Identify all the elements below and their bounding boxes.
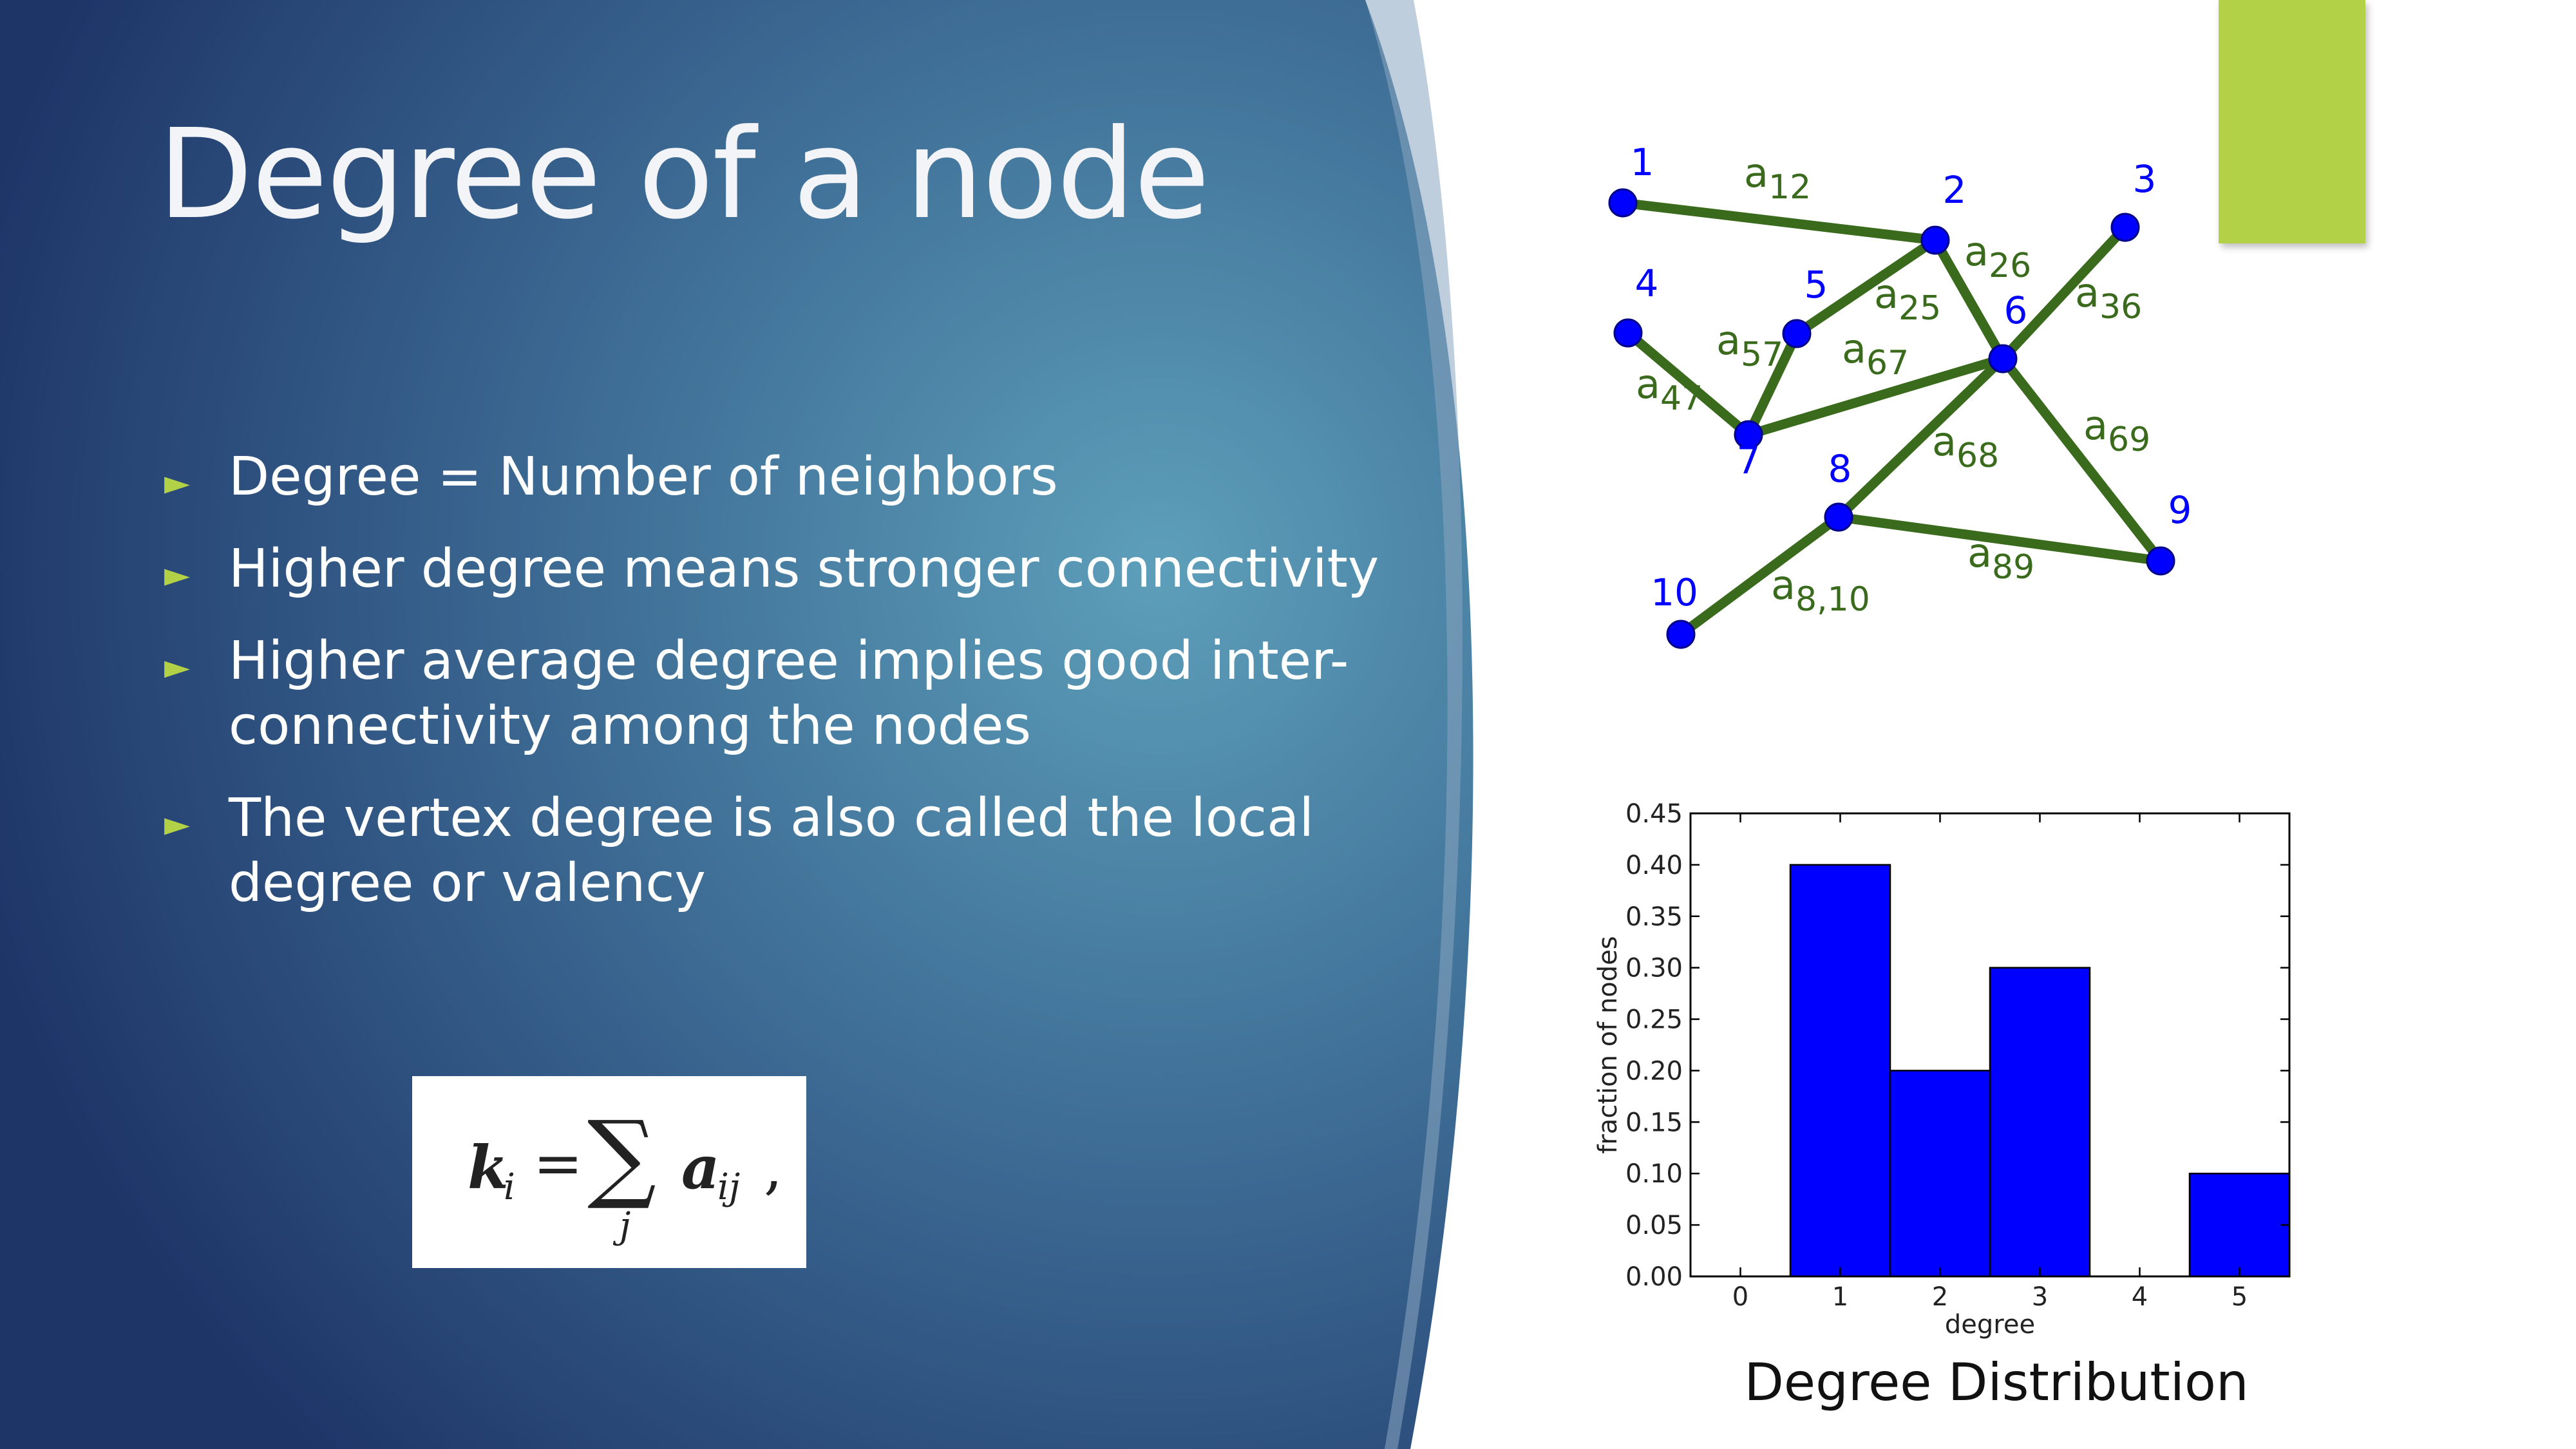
node-label: 1	[1631, 140, 1654, 184]
y-tick-label: 0.35	[1625, 902, 1683, 932]
x-tick-label: 2	[1932, 1282, 1948, 1312]
graph-edge	[1833, 512, 2166, 566]
histogram-bar	[1989, 967, 2091, 1278]
node-label: 8	[1828, 447, 1852, 491]
graph-node	[2110, 213, 2140, 242]
graph-node	[1734, 420, 1763, 450]
node-label: 9	[2168, 488, 2192, 532]
x-tick-label: 0	[1732, 1282, 1748, 1312]
graph-node	[1920, 225, 1950, 255]
right-triangle-icon: ►	[164, 464, 190, 502]
formula-lhs-subscript: i	[504, 1166, 515, 1208]
y-tick-label: 0.05	[1625, 1211, 1683, 1240]
graph-node	[2146, 546, 2175, 576]
histogram-bar	[1889, 1070, 1991, 1278]
slide-title: Degree of a node	[158, 103, 1210, 247]
graph-edge	[1998, 222, 2130, 364]
node-label: 3	[2133, 157, 2157, 201]
bullet-item: ► Higher average degree implies good int…	[164, 629, 1439, 759]
graph-edge	[1743, 328, 1802, 440]
formula-term-subscript: ij	[717, 1166, 741, 1208]
formula-comma: ,	[764, 1133, 783, 1202]
y-tick-label: 0.25	[1625, 1005, 1683, 1035]
background-panel	[0, 0, 1473, 1449]
formula-lhs: k	[468, 1133, 509, 1202]
degree-formula: k i = ∑ j a ij ,	[412, 1076, 806, 1268]
edge-label: a57	[1716, 317, 1783, 374]
graph-node	[1988, 344, 2018, 374]
graph-edge	[1998, 354, 2166, 566]
summation-symbol: ∑	[587, 1101, 657, 1213]
chart-caption: Degree Distribution	[1744, 1352, 2249, 1412]
x-tick-label: 1	[1832, 1282, 1848, 1312]
y-tick-label: 0.00	[1625, 1262, 1683, 1292]
bullet-text: Higher degree means stronger connectivit…	[229, 538, 1379, 600]
right-triangle-icon: ►	[164, 805, 190, 844]
y-tick-label: 0.20	[1625, 1056, 1683, 1086]
bullet-item: ► Higher degree means stronger connectiv…	[164, 536, 1439, 601]
node-label: 10	[1651, 571, 1698, 614]
graph-edge	[1792, 235, 1940, 339]
x-tick-label: 5	[2231, 1282, 2248, 1312]
graph-edge	[1623, 328, 1754, 440]
graph-edge	[1743, 354, 2008, 440]
formula-term: a	[681, 1133, 720, 1202]
node-label: 6	[2004, 289, 2028, 332]
node-label: 2	[1943, 168, 1967, 212]
right-triangle-icon: ►	[164, 648, 190, 687]
y-tick-label: 0.45	[1625, 799, 1683, 829]
histogram-bar	[1789, 864, 1891, 1278]
bullet-text: Higher average degree implies good inter…	[229, 630, 1349, 757]
right-triangle-icon: ►	[164, 556, 190, 594]
bullet-list: ► Degree = Number of neighbors ► Higher …	[164, 444, 1439, 943]
plot-frame	[1689, 812, 2291, 1278]
accent-bar	[2219, 0, 2365, 243]
graph-edge	[1618, 198, 1940, 245]
y-tick-label: 0.15	[1625, 1108, 1683, 1137]
bullet-text: The vertex degree is also called the loc…	[229, 788, 1314, 914]
graph-node	[1782, 319, 1812, 348]
y-axis-label: fraction of nodes	[1593, 936, 1623, 1153]
graph-node	[1824, 502, 1853, 532]
y-tick-label: 0.10	[1625, 1159, 1683, 1189]
bullet-text: Degree = Number of neighbors	[229, 446, 1058, 507]
graph-node	[1608, 188, 1638, 218]
y-tick-label: 0.30	[1625, 954, 1683, 983]
graph-edge	[1930, 235, 2008, 364]
y-tick-label: 0.40	[1625, 851, 1683, 880]
bullet-item: ► The vertex degree is also called the l…	[164, 786, 1439, 916]
node-label: 7	[1737, 439, 1761, 482]
graph-edge	[1833, 354, 2008, 522]
node-label: 5	[1804, 263, 1828, 307]
formula-equals: =	[533, 1129, 583, 1198]
background-edge-highlight	[1365, 0, 1463, 1449]
x-tick-label: 3	[2032, 1282, 2048, 1312]
node-label: 4	[1635, 261, 1659, 305]
histogram-bar	[2188, 1172, 2291, 1278]
graph-node	[1666, 620, 1696, 649]
x-tick-label: 4	[2132, 1282, 2148, 1312]
x-axis-label: degree	[1945, 1310, 2035, 1340]
graph-edge	[1676, 512, 1844, 639]
graph-node	[1613, 318, 1643, 348]
sum-index: j	[620, 1205, 631, 1247]
bullet-item: ► Degree = Number of neighbors	[164, 444, 1439, 509]
